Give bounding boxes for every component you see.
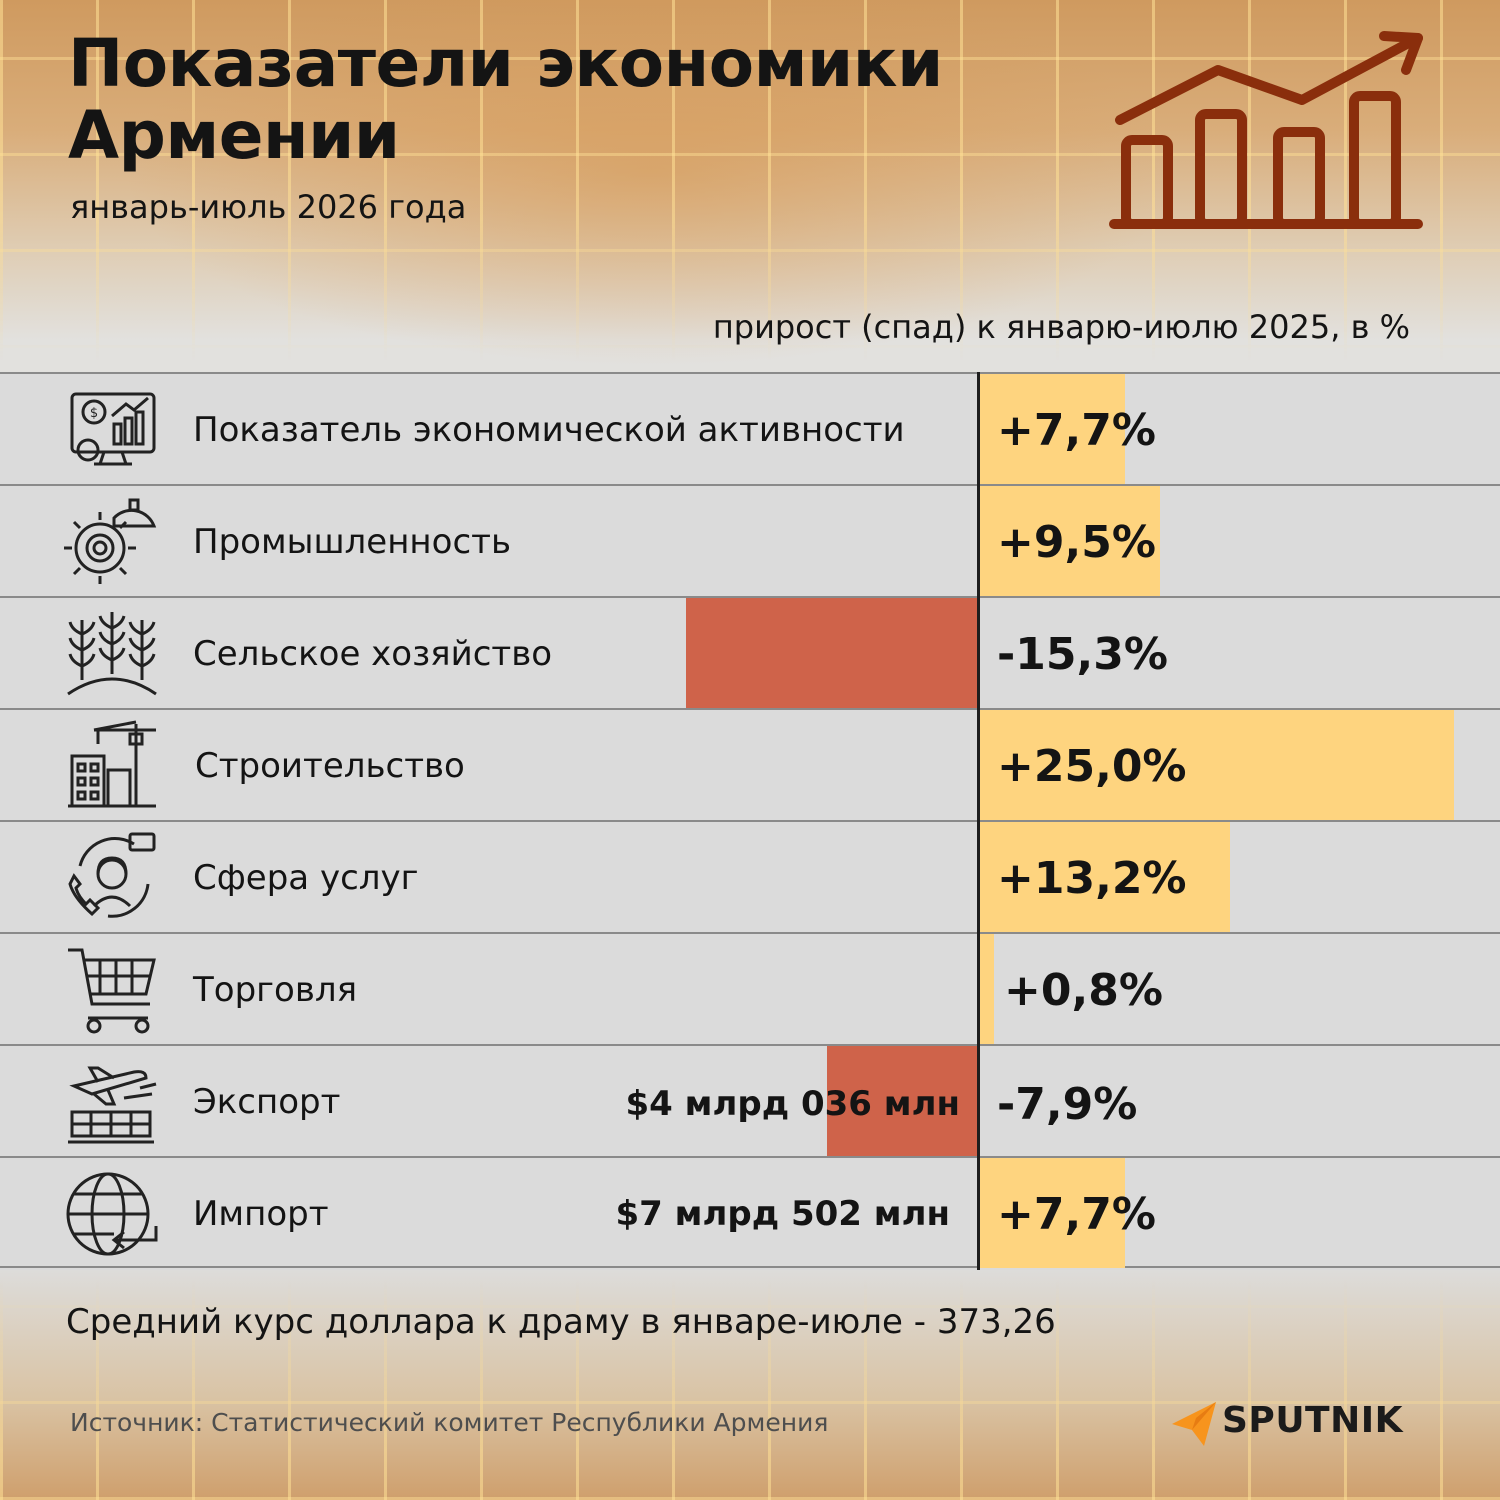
- growth-chart-icon: [1109, 31, 1423, 229]
- wheat-icon: [67, 612, 157, 696]
- row-value: +13,2%: [997, 853, 1187, 904]
- row-label: Строительство: [195, 746, 465, 786]
- table-row: Торговля +0,8%: [0, 932, 1500, 1044]
- row-label: Сельское хозяйство: [193, 634, 553, 674]
- export-plane-icon: [68, 1066, 157, 1144]
- shopping-cart-icon: [68, 948, 156, 1034]
- bar-construction: [979, 710, 1454, 820]
- bar-agriculture: [686, 598, 977, 708]
- row-value: +9,5%: [997, 517, 1156, 568]
- svg-text:$: $: [90, 406, 98, 421]
- row-label: Промышленность: [193, 522, 512, 562]
- zero-axis: [977, 372, 980, 1270]
- row-value: +0,8%: [1004, 965, 1163, 1016]
- economic-activity-icon: $: [70, 392, 156, 466]
- sputnik-logo-text: SPUTNIK: [1222, 1400, 1404, 1441]
- row-value: -7,9%: [997, 1079, 1138, 1130]
- table-row: Экспорт $4 млрд 036 млн -7,9%: [0, 1044, 1500, 1156]
- row-value: -15,3%: [997, 629, 1168, 680]
- bar-trade: [979, 934, 995, 1044]
- table-row: Импорт $7 млрд 502 млн +7,7%: [0, 1156, 1500, 1268]
- bar-services: [979, 822, 1230, 932]
- row-label: Импорт: [193, 1194, 329, 1234]
- row-label: Показатель экономической активности: [193, 410, 905, 450]
- table-row: Сельское хозяйство -15,3%: [0, 596, 1500, 708]
- row-value: +7,7%: [997, 1189, 1156, 1240]
- row-label: Сфера услуг: [193, 858, 419, 898]
- sputnik-logo-mark: [1172, 1402, 1216, 1446]
- row-label: Экспорт: [193, 1082, 341, 1122]
- row-value: +25,0%: [997, 741, 1187, 792]
- row-amount: $7 млрд 502 млн: [615, 1194, 950, 1234]
- table-row: Строительство +25,0%: [0, 708, 1500, 820]
- sputnik-logo: SPUTNIK: [1170, 1398, 1420, 1448]
- row-amount: $4 млрд 036 млн: [625, 1084, 960, 1124]
- bar-industry: [979, 486, 1160, 596]
- exchange-rate-note: Средний курс доллара к драму в январе-ию…: [66, 1302, 1056, 1342]
- value-axis-label: прирост (спад) к январю-июлю 2025, в %: [712, 308, 1410, 346]
- bar-import: [979, 1158, 1126, 1268]
- source-note: Источник: Статистический комитет Республ…: [70, 1408, 829, 1437]
- industry-gear-icon: [64, 498, 157, 584]
- table-row: Сфера услуг +13,2%: [0, 820, 1500, 932]
- import-globe-icon: [66, 1172, 158, 1256]
- table-row: $ Показатель экономической активности +7…: [0, 372, 1500, 484]
- page-subtitle: январь-июль 2026 года: [70, 188, 467, 226]
- customer-service-icon: [68, 832, 156, 918]
- bar-economic-activity: [979, 374, 1126, 484]
- row-value: +7,7%: [997, 405, 1156, 456]
- row-label: Торговля: [193, 970, 358, 1010]
- bar-export: [826, 1046, 977, 1156]
- page-title: Показатели экономики Армении: [68, 25, 943, 174]
- construction-crane-icon: [68, 720, 156, 808]
- table-row: Промышленность +9,5%: [0, 484, 1500, 596]
